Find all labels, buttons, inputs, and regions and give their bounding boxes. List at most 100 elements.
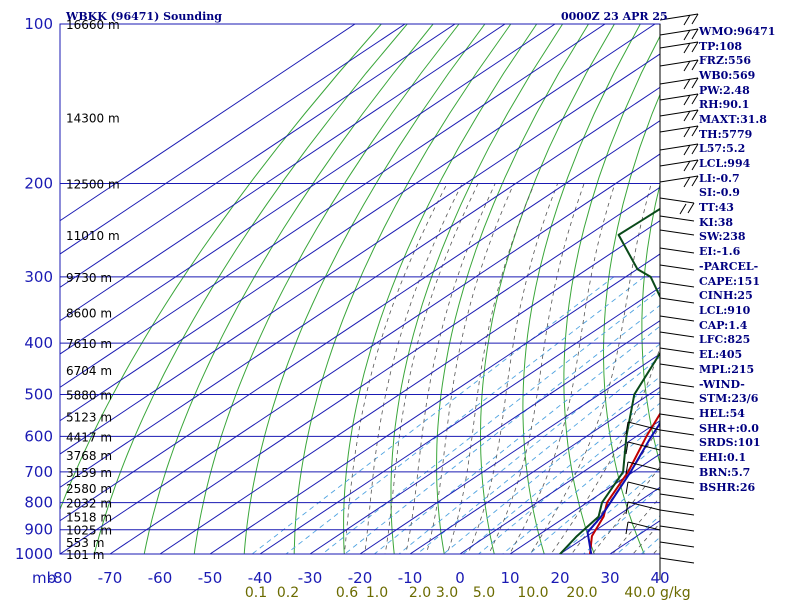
- isotherms: [60, 24, 660, 554]
- pressure-tick-label: 200: [24, 175, 53, 193]
- dry-adiabats: [60, 24, 660, 554]
- mixing-ratio-lines: [251, 276, 660, 554]
- station-title: WBKK (96471) Sounding: [65, 10, 222, 23]
- index-lfc: LFC:825: [699, 333, 750, 346]
- mixing-ratio-label: 2.0: [409, 585, 431, 600]
- dry-adiabat: [479, 24, 615, 554]
- wind-barb-flag: [683, 110, 691, 122]
- height-label: 5880 m: [66, 388, 112, 402]
- isotherm: [309, 320, 660, 554]
- temperature-tick-label: -80: [48, 569, 73, 587]
- isotherm: [60, 24, 606, 388]
- wind-barb-staff: [659, 41, 699, 49]
- wind-barb-staff: [659, 125, 699, 133]
- mixing-ratio-line: [321, 289, 660, 554]
- isotherm: [60, 53, 660, 455]
- index-brn: BRN:5.7: [699, 466, 750, 479]
- pressure-tick-label: 400: [24, 334, 53, 352]
- index-parcel-lcl: LCL:910: [699, 304, 751, 317]
- temperature-tick-label: -10: [398, 569, 423, 587]
- moist-adiabat: [612, 496, 660, 554]
- mixing-ratio-line: [416, 356, 660, 554]
- wind-barb-flag: [691, 159, 699, 171]
- temperature-tick-label: 30: [600, 569, 619, 587]
- wind-barb-staff: [659, 59, 699, 67]
- isotherm: [60, 24, 556, 355]
- isotherm: [60, 24, 356, 222]
- wind-barb-flag: [683, 144, 691, 156]
- index-si: SI:-0.9: [699, 186, 740, 199]
- isotherm: [60, 120, 660, 522]
- wind-barb-flag: [691, 41, 699, 53]
- index-cape: CAPE:151: [699, 275, 760, 288]
- temperature-tick-label: 10: [500, 569, 519, 587]
- wind-barb-flag: [687, 202, 695, 214]
- temperature-tick-label: -70: [98, 569, 123, 587]
- mixing-ratio-label: 0.1: [245, 585, 267, 600]
- temperature-tick-label: -40: [248, 569, 273, 587]
- height-label: 6704 m: [66, 364, 112, 378]
- mixing-ratio-label: 20.0: [566, 585, 597, 600]
- index-ehi: EHI:0.1: [699, 451, 746, 464]
- dry-adiabat: [93, 24, 408, 554]
- index-mpl: MPL:215: [699, 363, 754, 376]
- index-maxt: MAXT:31.8: [699, 113, 767, 126]
- moist-adiabat: [343, 183, 448, 554]
- mixing-ratio-label: 0.6: [336, 585, 358, 600]
- wind-barb-staff: [659, 381, 695, 388]
- wind-barb-flag: [683, 94, 691, 106]
- wind-barb-staff: [659, 557, 695, 564]
- wind-barb-flag: [625, 501, 629, 515]
- wind-barb-staff: [627, 421, 661, 431]
- moist-adiabat: [509, 183, 616, 554]
- wind-barb-flag: [625, 421, 629, 435]
- wind-barb-staff: [659, 541, 695, 548]
- mixing-ratio-unit: g/kg: [660, 585, 691, 600]
- parcel-profile: [586, 421, 660, 554]
- wind-barb-staff: [659, 477, 695, 484]
- moist-adiabat: [529, 183, 652, 554]
- temperature-tick-label: 20: [550, 569, 569, 587]
- moist-adiabat: [405, 183, 496, 554]
- isotherm: [459, 420, 660, 554]
- mixing-ratio-line: [373, 325, 660, 554]
- wind-barb-staff: [659, 93, 699, 101]
- wind-barb-staff: [659, 347, 695, 354]
- isotherm: [359, 353, 660, 554]
- mixing-ratio-label: 10.0: [517, 585, 548, 600]
- height-label: 3768 m: [66, 449, 112, 463]
- index-cap: CAP:1.4: [699, 319, 748, 332]
- isotherm: [60, 24, 406, 255]
- wind-barb-staff: [659, 175, 699, 183]
- wind-barb-staff: [659, 493, 695, 500]
- moist-adiabats: [343, 183, 660, 554]
- pressure-axis: 100 200 300 400 500 600 700 800 900 1000: [15, 15, 53, 563]
- wind-barb-flag: [625, 461, 629, 475]
- mixing-ratio-line: [559, 467, 660, 554]
- wind-barb-flag: [691, 59, 699, 71]
- dry-adiabat: [602, 93, 660, 554]
- index-srds: SRDS:101: [699, 436, 761, 449]
- height-label: 5123 m: [66, 410, 112, 424]
- index-shr: SHR+:0.0: [699, 422, 759, 435]
- wind-barb-staff: [659, 331, 695, 338]
- isotherm: [60, 24, 506, 322]
- wind-barb-staff: [659, 413, 695, 420]
- index-hel: HEL:54: [699, 407, 745, 420]
- index-sw: SW:238: [699, 230, 746, 243]
- mixing-ratio-line: [251, 276, 615, 554]
- wind-barb-flag: [625, 521, 629, 535]
- index-rh: RH:90.1: [699, 98, 749, 111]
- wind-barb-staff: [627, 461, 661, 471]
- wind-barb-staff: [659, 264, 695, 271]
- isotherm: [60, 24, 456, 288]
- dry-adiabat: [193, 24, 460, 554]
- mixing-ratio-line: [477, 402, 660, 554]
- mixing-ratio-label: 5.0: [473, 585, 495, 600]
- height-label: 553 m: [66, 536, 104, 550]
- moist-adiabat: [446, 183, 535, 554]
- wind-barb-flag: [683, 78, 691, 90]
- height-label: 11010 m: [66, 229, 120, 243]
- index-l57: L57:5.2: [699, 142, 745, 155]
- wind-barb-flag: [683, 29, 691, 41]
